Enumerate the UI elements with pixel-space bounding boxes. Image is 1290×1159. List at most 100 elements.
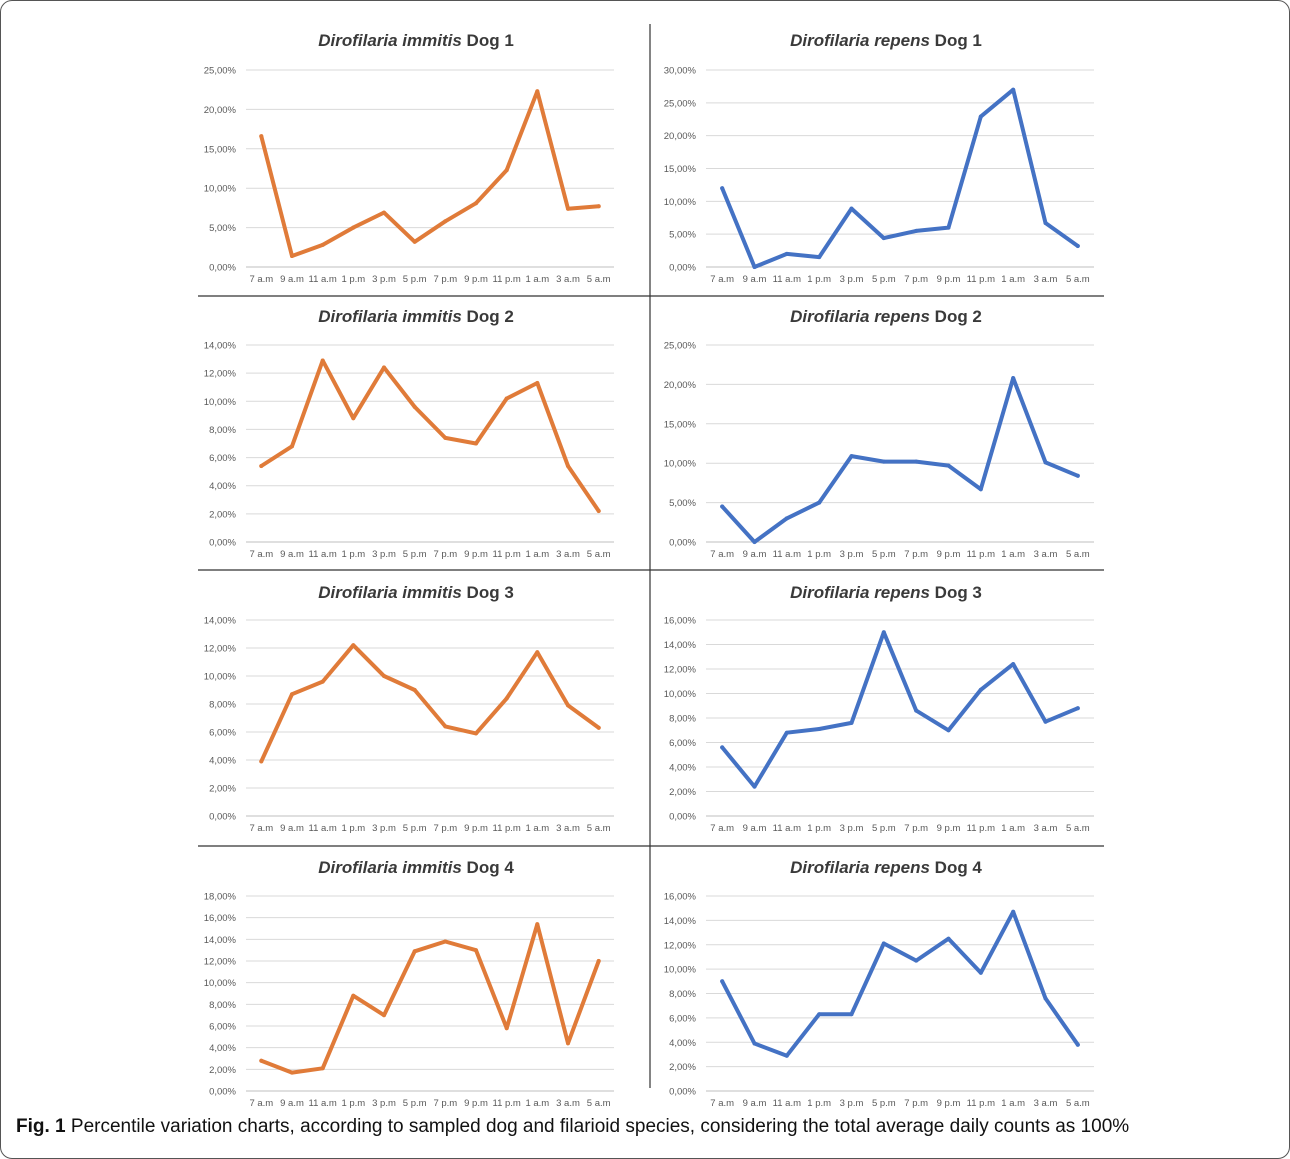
y-tick-label: 2,00% [669, 787, 696, 798]
data-point [946, 463, 951, 468]
chart-panel-1: Dirofilaria immitis Dog 1 0,00% 5,00% 10,00… [204, 31, 614, 285]
chart-panel-7: Dirofilaria immitis Dog 4 0,00% 2,00% 4,00%… [204, 858, 614, 1109]
x-tick-label: 3 p.m [840, 1098, 864, 1109]
data-point [259, 759, 264, 764]
data-point [504, 1026, 509, 1031]
x-tick-label: 5 a.m [1066, 823, 1090, 834]
chart-panel-8: Dirofilaria repens Dog 4 0,00% 2,00% 4,00% 6… [664, 858, 1094, 1109]
data-point [351, 225, 356, 230]
x-tick-label: 3 p.m [840, 549, 864, 560]
data-point [978, 687, 983, 692]
data-point [412, 404, 417, 409]
y-tick-label: 0,00% [209, 538, 236, 549]
y-tick-label: 20,00% [664, 131, 697, 142]
x-tick-label: 7 p.m [904, 823, 928, 834]
data-point [535, 89, 540, 94]
series-line [720, 630, 1080, 789]
x-tick-label: 5 p.m [403, 1098, 427, 1109]
data-point [752, 265, 757, 269]
x-tick-label: 5 p.m [872, 823, 896, 834]
data-point [752, 784, 757, 789]
series-line [259, 922, 601, 1075]
y-tick-label: 10,00% [204, 184, 237, 195]
x-tick-label: 5 a.m [1066, 274, 1090, 285]
y-tick-label: 20,00% [204, 105, 237, 116]
data-point [504, 168, 509, 173]
y-tick-label: 8,00% [669, 714, 696, 725]
data-point [566, 206, 570, 211]
data-point [1043, 996, 1048, 1001]
y-tick-label: 12,00% [204, 644, 237, 655]
x-tick-label: 11 a.m [773, 1098, 801, 1109]
x-tick-label: 1 p.m [807, 274, 831, 285]
x-tick-label: 9 a.m [743, 274, 767, 285]
data-point [535, 922, 540, 927]
data-point [320, 242, 325, 247]
y-tick-label: 12,00% [204, 369, 237, 380]
data-point [720, 186, 725, 191]
chart-title-species: Dirofilaria repens [790, 858, 930, 877]
x-tick-label: 1 a.m [1001, 274, 1025, 285]
x-tick-label: 9 a.m [743, 1098, 767, 1109]
x-tick-label: 7 p.m [904, 274, 928, 285]
y-tick-label: 2,00% [209, 1065, 236, 1076]
x-tick-label: 1 a.m [1001, 549, 1025, 560]
x-tick-label: 9 a.m [743, 823, 767, 834]
data-point [1075, 244, 1080, 248]
y-tick-label: 0,00% [669, 1087, 696, 1098]
data-point [946, 728, 951, 733]
chart-title-rest: Dog 4 [930, 858, 982, 877]
x-tick-label: 11 p.m [492, 1098, 520, 1109]
x-tick-label: 11 a.m [308, 823, 336, 834]
data-point [566, 703, 570, 708]
data-point [259, 464, 264, 468]
data-point [817, 500, 822, 505]
y-tick-label: 0,00% [209, 1087, 236, 1098]
data-point [784, 516, 789, 521]
x-tick-label: 1 p.m [807, 549, 831, 560]
data-point [881, 236, 886, 241]
y-tick-label: 8,00% [209, 1000, 236, 1011]
y-tick-label: 30,00% [664, 66, 697, 77]
x-tick-label: 7 p.m [433, 823, 457, 834]
y-tick-label: 14,00% [664, 916, 697, 927]
x-tick-label: 3 p.m [372, 549, 396, 560]
x-tick-label: 3 a.m [1034, 549, 1058, 560]
y-tick-label: 0,00% [669, 263, 696, 274]
x-tick-label: 11 p.m [967, 549, 995, 560]
data-point [914, 459, 919, 464]
data-point [290, 1070, 294, 1075]
x-tick-label: 3 p.m [840, 823, 864, 834]
x-tick-label: 11 p.m [492, 823, 520, 834]
y-tick-label: 14,00% [664, 640, 697, 651]
y-tick-label: 12,00% [204, 957, 237, 968]
x-tick-label: 11 a.m [308, 1098, 336, 1109]
y-tick-label: 4,00% [669, 763, 696, 774]
x-tick-label: 1 p.m [807, 1098, 831, 1109]
data-point [443, 219, 448, 224]
x-tick-label: 9 p.m [464, 1098, 488, 1109]
chart-panel-2: Dirofilaria repens Dog 1 0,00% 5,00% 10,00%… [664, 31, 1094, 285]
data-point [504, 696, 509, 701]
x-tick-label: 3 a.m [1034, 274, 1058, 285]
chart-title-species: Dirofilaria immitis [318, 583, 462, 602]
y-tick-label: 0,00% [209, 812, 236, 823]
data-point [817, 1012, 822, 1017]
x-tick-label: 5 p.m [872, 549, 896, 560]
data-point [351, 643, 356, 648]
data-point [752, 540, 757, 544]
data-point [720, 745, 725, 750]
chart-title-rest: Dog 3 [930, 583, 982, 602]
x-tick-label: 9 p.m [464, 823, 488, 834]
data-point [817, 255, 822, 260]
x-tick-label: 5 a.m [587, 549, 611, 560]
y-tick-label: 12,00% [664, 665, 697, 676]
x-tick-label: 9 p.m [464, 274, 488, 285]
data-point [320, 358, 325, 363]
x-tick-label: 9 p.m [937, 549, 961, 560]
y-tick-label: 8,00% [209, 700, 236, 711]
data-point [1043, 221, 1048, 225]
y-tick-label: 16,00% [664, 616, 697, 627]
y-tick-label: 2,00% [209, 509, 236, 520]
caption-text: Percentile variation charts, according t… [70, 1116, 1130, 1137]
